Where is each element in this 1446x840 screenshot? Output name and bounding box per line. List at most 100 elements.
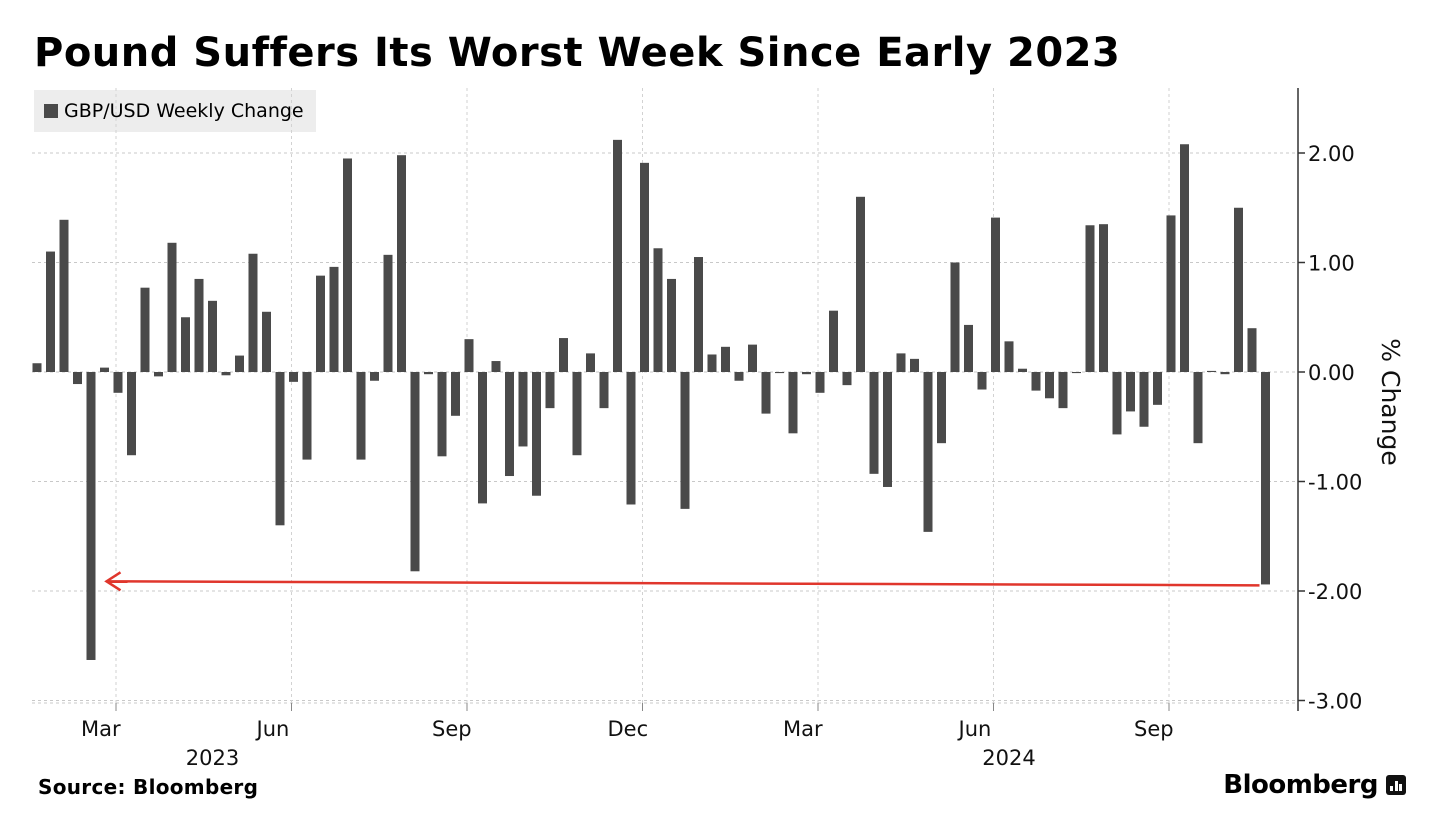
bar <box>289 372 298 382</box>
legend-label: GBP/USD Weekly Change <box>64 100 304 122</box>
bar <box>1126 372 1135 412</box>
bar <box>32 363 42 372</box>
bar <box>572 372 582 456</box>
bar <box>950 262 960 372</box>
bar <box>559 338 568 372</box>
x-tick-label: Sep <box>1134 717 1174 741</box>
bar <box>275 372 285 526</box>
bar <box>910 358 919 372</box>
bar <box>383 254 393 372</box>
bar <box>181 317 190 372</box>
bar <box>775 372 784 374</box>
bar <box>599 372 609 409</box>
bar-chart-icon <box>1386 775 1406 795</box>
bar <box>1004 341 1014 372</box>
legend: GBP/USD Weekly Change <box>34 90 316 132</box>
bar <box>302 372 312 460</box>
bar <box>829 310 838 372</box>
bar <box>1193 372 1203 444</box>
bar <box>518 372 528 447</box>
y-axis-title: % Change <box>1376 338 1405 465</box>
bar <box>1058 372 1068 409</box>
bar <box>59 219 69 372</box>
x-tick-label: Mar <box>783 717 823 741</box>
bar <box>856 196 865 372</box>
bar <box>653 248 663 372</box>
bar <box>586 353 595 372</box>
bar <box>167 242 177 372</box>
bar <box>343 158 352 372</box>
bar <box>1247 328 1257 372</box>
bar <box>505 372 514 477</box>
bar <box>707 354 717 372</box>
bar <box>316 275 325 372</box>
y-tick-label: -2.00 <box>1308 580 1362 604</box>
source-note: Source: Bloomberg <box>38 775 259 799</box>
bar <box>113 372 123 393</box>
x-tick-label: Jun <box>255 717 290 741</box>
bar <box>613 139 622 372</box>
bar <box>545 372 555 409</box>
bar <box>964 324 973 372</box>
bar <box>208 300 217 372</box>
bar <box>1153 372 1162 405</box>
bar <box>667 278 676 372</box>
bar <box>694 257 703 372</box>
bar <box>464 339 474 372</box>
bar <box>370 372 379 381</box>
legend-swatch <box>44 104 58 118</box>
bar <box>437 372 447 457</box>
bar <box>248 253 258 372</box>
bar <box>991 217 1000 372</box>
bar <box>721 346 730 372</box>
brand-name: Bloomberg <box>1223 770 1378 800</box>
bar <box>640 162 649 372</box>
bar <box>1031 372 1041 391</box>
y-tick-label: 1.00 <box>1308 252 1355 276</box>
bar <box>424 372 433 375</box>
bar <box>815 372 825 393</box>
bars <box>32 139 1270 660</box>
y-tick-label: -3.00 <box>1308 690 1362 714</box>
bar <box>1018 368 1027 372</box>
bar <box>1261 372 1270 585</box>
bar <box>869 372 879 474</box>
bar <box>451 372 460 416</box>
bar <box>194 278 204 372</box>
bar <box>1112 372 1122 435</box>
bar <box>883 372 892 487</box>
y-tick-label: 0.00 <box>1308 361 1355 385</box>
bar <box>356 372 366 460</box>
bar <box>491 361 501 372</box>
x-year-label: 2023 <box>186 746 239 770</box>
bar <box>221 372 231 376</box>
bar <box>937 372 946 444</box>
bar <box>410 372 420 572</box>
bar <box>1220 372 1230 375</box>
annotation <box>104 571 1260 592</box>
bar <box>532 372 541 496</box>
bar <box>748 344 757 372</box>
annotation-arrow-head <box>104 571 122 592</box>
bar <box>1045 372 1054 399</box>
bar <box>140 287 150 372</box>
bar <box>977 372 987 390</box>
bar <box>1099 224 1108 372</box>
x-tick-label: Dec <box>608 717 649 741</box>
bar <box>100 367 109 372</box>
y-tick-label: 2.00 <box>1308 142 1355 166</box>
chart-title: Pound Suffers Its Worst Week Since Early… <box>34 30 1121 76</box>
bar <box>761 372 771 414</box>
bar <box>235 355 244 372</box>
bar <box>1139 372 1149 427</box>
bar <box>46 251 55 372</box>
bar <box>397 155 406 372</box>
bar <box>1180 144 1189 372</box>
bar <box>73 372 82 385</box>
gridlines <box>32 88 1298 704</box>
bar <box>1207 370 1216 372</box>
x-tick-label: Mar <box>81 717 121 741</box>
x-year-label: 2024 <box>982 746 1035 770</box>
brand-logo: Bloomberg <box>1223 770 1406 800</box>
